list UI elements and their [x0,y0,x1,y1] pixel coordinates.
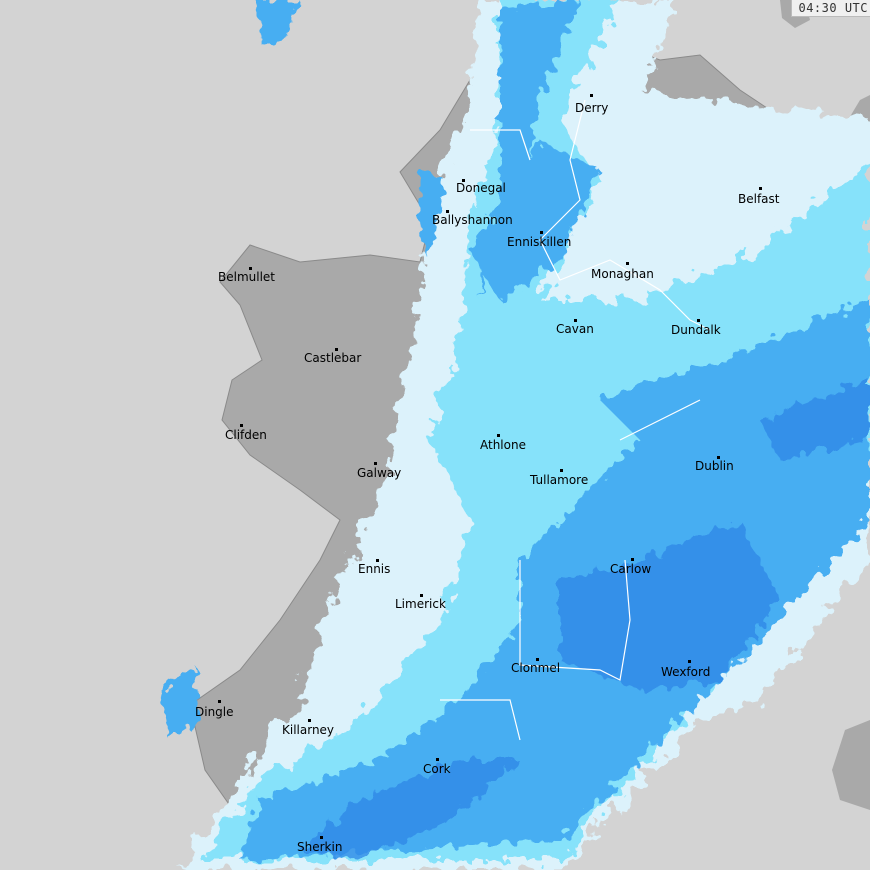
city-label: Carlow [610,562,652,576]
city-label: Belfast [738,192,780,206]
city-label: Galway [357,466,402,480]
city-marker [497,434,500,437]
city-label: Monaghan [591,267,654,281]
timestamp-label: 04:30 UTC [791,0,870,17]
borders [440,99,711,741]
city-label: Clonmel [511,661,561,675]
city-marker [462,179,465,182]
city-label: Dingle [195,705,234,719]
city-label: Castlebar [304,351,362,365]
precipitation-layer [160,0,870,870]
city-marker [631,558,634,561]
city-marker [717,456,720,459]
city-marker [446,210,449,213]
city-marker [335,348,338,351]
city-marker [308,719,311,722]
city-marker [249,267,252,270]
city-label: Ennis [358,562,391,576]
city-label: Ballyshannon [432,213,513,227]
city-marker [376,559,379,562]
city-label: Wexford [661,665,711,679]
city-label: Dublin [695,459,734,473]
land-wales [832,720,870,810]
city-marker [697,319,700,322]
city-label: Tullamore [530,473,589,487]
city-label: Sherkin [297,840,343,854]
city-marker [320,836,323,839]
city-marker [574,319,577,322]
city-label: Dundalk [671,323,721,337]
city-label: Clifden [225,428,267,442]
city-label: Belmullet [218,270,275,284]
city-label: Cork [423,762,451,776]
city-marker [688,660,691,663]
city-marker [420,594,423,597]
city-label: Derry [575,101,609,115]
city-label: Athlone [480,438,526,452]
city-label: Enniskillen [507,235,572,249]
city-marker [218,700,221,703]
city-marker [560,469,563,472]
city-label: Donegal [456,181,506,195]
city-marker [759,187,762,190]
city-label: Limerick [395,597,446,611]
city-marker [540,231,543,234]
city-marker [374,462,377,465]
city-marker [626,262,629,265]
city-marker [240,424,243,427]
city-marker [436,758,439,761]
city-label: Cavan [556,322,594,336]
city-marker [590,94,593,97]
city-marker [536,658,539,661]
city-label: Killarney [282,723,335,737]
